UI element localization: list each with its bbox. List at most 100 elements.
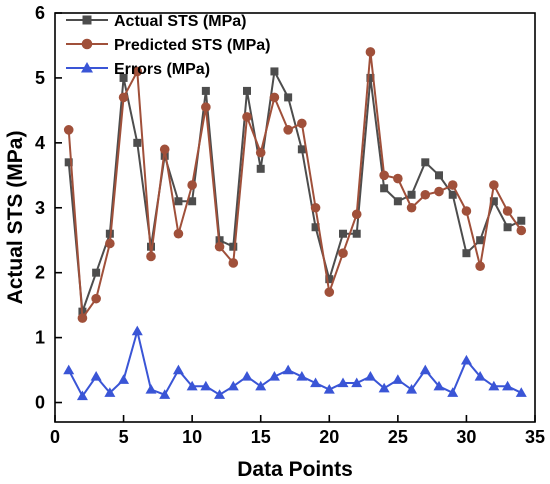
data-point — [243, 86, 251, 95]
x-tick-label: 20 — [319, 427, 339, 447]
legend-marker — [82, 15, 92, 25]
data-point — [269, 92, 280, 103]
data-point — [392, 374, 404, 384]
data-point — [433, 380, 445, 391]
data-point — [393, 173, 403, 184]
data-point — [324, 287, 335, 297]
data-point — [325, 275, 334, 284]
data-point — [337, 377, 349, 388]
series-1 — [64, 67, 526, 316]
series-2 — [63, 47, 527, 323]
data-point — [91, 293, 101, 304]
data-point — [268, 371, 280, 381]
y-tick-label: 3 — [35, 198, 45, 218]
data-point — [174, 197, 183, 206]
plot-frame — [54, 12, 536, 423]
data-point — [186, 380, 198, 391]
data-point — [241, 371, 253, 381]
data-point — [255, 147, 266, 158]
data-point — [173, 228, 184, 239]
data-point — [421, 158, 430, 167]
y-tick-label: 5 — [35, 68, 45, 88]
data-point — [460, 354, 472, 365]
data-point — [228, 258, 239, 268]
data-point — [502, 206, 513, 216]
data-point — [406, 384, 418, 394]
y-axis: 0 1 2 3 4 5 6 — [35, 3, 62, 413]
x-axis-title: Data Points — [237, 458, 353, 481]
legend: Actual STS (MPa) Predicted STS (MPa) Error… — [66, 13, 270, 78]
data-point — [119, 73, 128, 82]
data-point — [159, 389, 171, 399]
plot-border — [54, 12, 536, 423]
data-point — [132, 66, 143, 77]
data-point — [476, 236, 485, 245]
data-point — [255, 380, 267, 391]
data-point — [76, 390, 88, 401]
data-point — [201, 86, 210, 95]
y-tick-label: 1 — [35, 328, 45, 348]
data-point — [351, 209, 362, 220]
data-point — [489, 180, 499, 190]
data-point — [489, 197, 498, 206]
x-tick-label: 10 — [182, 427, 202, 447]
data-point — [270, 67, 279, 76]
data-point — [105, 238, 115, 249]
legend-marker — [81, 38, 93, 50]
data-point — [310, 202, 321, 213]
data-point — [448, 190, 457, 199]
data-point — [447, 387, 459, 397]
y-tick-label: 4 — [35, 133, 45, 153]
data-point — [352, 229, 361, 238]
data-point — [296, 371, 308, 381]
data-point — [131, 325, 143, 336]
data-point — [145, 384, 157, 394]
data-point — [77, 313, 88, 323]
series-line — [67, 330, 522, 398]
x-tick-label: 5 — [119, 427, 129, 447]
data-point — [172, 364, 184, 375]
data-point — [64, 158, 73, 167]
data-point — [90, 371, 102, 381]
data-point — [323, 384, 335, 394]
data-point — [284, 93, 293, 102]
data-point — [63, 364, 75, 375]
data-point — [406, 202, 417, 213]
data-point — [420, 189, 431, 200]
data-point — [379, 170, 389, 181]
data-point — [419, 364, 431, 375]
data-point — [380, 184, 389, 193]
data-point — [256, 164, 265, 173]
data-point — [474, 371, 486, 381]
legend-item: Predicted STS (MPa) — [66, 37, 270, 54]
data-point — [461, 206, 472, 216]
data-point — [214, 389, 226, 399]
data-point — [488, 380, 500, 391]
data-point — [338, 248, 348, 259]
data-point — [378, 382, 390, 393]
x-tick-label: 0 — [50, 427, 60, 447]
data-point — [200, 380, 212, 391]
data-point — [447, 180, 458, 190]
data-point — [434, 186, 444, 197]
series-line — [67, 51, 523, 321]
data-point — [297, 145, 306, 154]
legend-label: Errors (MPa) — [114, 61, 210, 78]
data-point — [311, 223, 320, 232]
data-point — [365, 47, 376, 57]
data-point — [283, 125, 293, 135]
x-tick-label: 15 — [251, 427, 271, 447]
y-tick-label: 2 — [35, 263, 45, 283]
data-point — [407, 190, 416, 199]
data-point — [187, 180, 197, 190]
data-point — [515, 387, 527, 397]
legend-item: Errors (MPa) — [66, 61, 210, 78]
data-point — [201, 102, 211, 112]
data-point — [517, 216, 526, 225]
data-point — [475, 261, 485, 271]
series-layer — [63, 47, 527, 401]
y-axis-title: Actual STS (MPa) — [4, 131, 27, 305]
legend-label: Actual STS (MPa) — [114, 13, 246, 30]
data-point — [351, 377, 363, 388]
